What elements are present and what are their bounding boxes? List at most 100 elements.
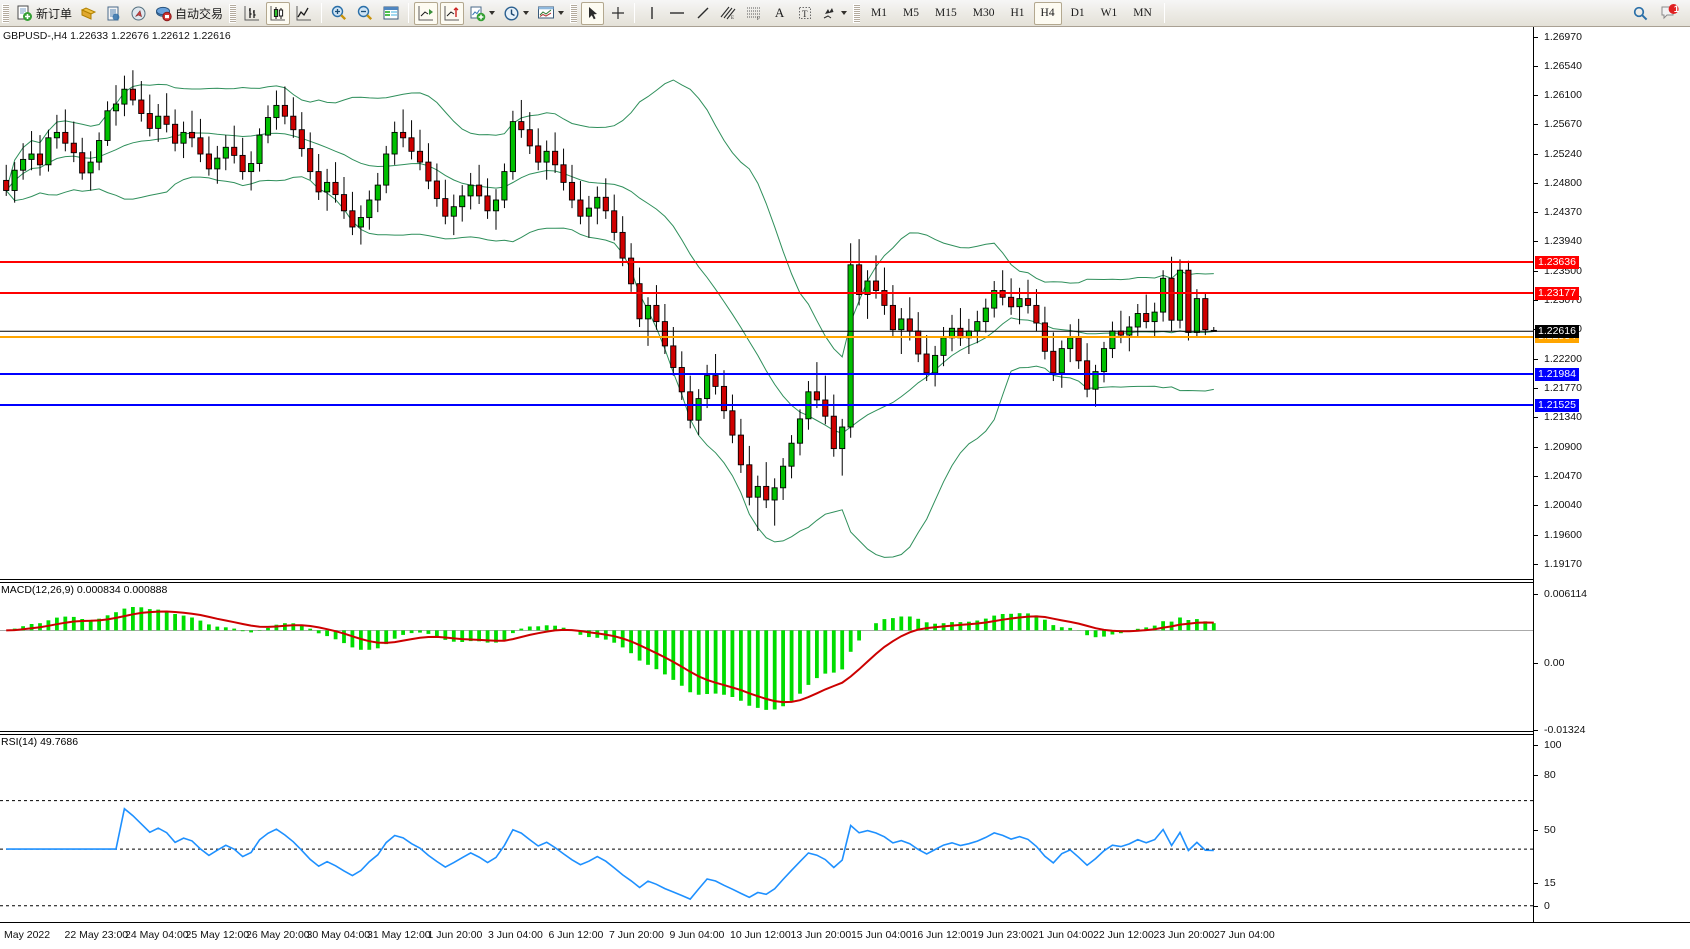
price-tick: 1.26100 [1534,89,1690,102]
level-line-resistance-2[interactable] [0,292,1533,295]
price-chart-svg [0,70,1533,558]
timeframe-m30[interactable]: M30 [972,7,995,19]
horizontal-line-icon [670,12,685,14]
macd-signal-line [6,610,1214,704]
timeframe-h1[interactable]: H1 [1010,7,1025,19]
timeframe-grip[interactable] [853,3,861,23]
level-badge-resistance-1: 1.23636 [1535,255,1579,269]
candle [864,270,871,319]
candle [290,97,297,138]
candle [982,298,989,333]
candle [839,418,846,476]
templates-button[interactable] [534,2,567,25]
market-watch-button[interactable] [77,2,100,25]
candle [813,362,820,409]
timeframe-m15[interactable]: M15 [935,7,957,19]
horizontal-line-button[interactable] [665,2,689,25]
macd-pane[interactable] [0,584,1533,731]
price-pane[interactable] [0,27,1533,579]
level-line-pivot[interactable] [0,335,1533,338]
candlestick-chart-button[interactable] [266,1,291,25]
chart-area[interactable]: GBPUSD-,H4 1.22633 1.22676 1.22612 1.226… [0,27,1690,949]
price-tick: 1.20470 [1534,470,1690,483]
price-axis[interactable]: 1.26970 1.26540 1.26100 1.25670 1.25240 1.248… [1533,27,1690,922]
candle [670,326,677,376]
level-line-support-2[interactable] [0,404,1533,407]
timeframe-m5[interactable]: M5 [903,7,919,19]
bar-chart-button[interactable] [240,2,264,25]
candle [349,191,356,236]
pane-divider-2b [0,734,1690,735]
candle [999,270,1006,306]
candlestick-icon [270,6,286,21]
cursor-button[interactable] [581,1,605,25]
indicator-dropdown-caret[interactable] [489,11,496,15]
period-dropdown-caret[interactable] [523,11,530,15]
data-grid-button[interactable] [379,2,403,25]
text-icon: A [774,5,785,20]
timeframe-mn[interactable]: MN [1133,7,1152,19]
price-tick: 1.24800 [1534,177,1690,190]
chart-symbol-label: GBPUSD-,H4 1.22633 1.22676 1.22612 1.226… [3,30,231,42]
chart-tools-grip[interactable] [229,3,237,23]
candle [416,129,424,171]
candle [45,129,52,172]
svg-text:E: E [731,16,734,21]
templates-dropdown-caret[interactable] [558,11,565,15]
price-tick: 1.26540 [1534,60,1690,73]
shift-chart-button[interactable] [414,1,439,25]
level-line-support-1[interactable] [0,373,1533,375]
timeframe-m1[interactable]: M1 [871,7,888,19]
fibonacci-button[interactable]: F [742,2,766,25]
candle [1084,343,1091,398]
text-button[interactable]: A [768,2,791,25]
candle [763,462,770,509]
time-label: 9 Jun 04:00 [669,929,725,941]
new-order-label: 新订单 [36,6,73,21]
level-line-resistance-1[interactable] [0,261,1533,264]
candle [1024,279,1032,314]
candle [940,326,947,367]
add-indicator-icon [470,6,486,21]
period-button[interactable] [500,2,532,25]
bollinger-band-upper [5,79,1214,358]
equidistant-channel-button[interactable]: E [716,2,740,25]
data-window-button[interactable] [102,2,125,25]
level-badge-resistance-2: 1.23177 [1535,286,1579,300]
candle [526,112,533,155]
add-indicator-button[interactable] [466,2,498,25]
vertical-line-button[interactable] [640,2,663,25]
text-label-button[interactable]: T [793,2,816,25]
time-label: 6 Jun 12:00 [548,929,604,941]
rsi-pane[interactable] [0,736,1533,922]
line-studies-grip[interactable] [570,3,578,23]
candle [611,194,618,241]
candle [501,163,508,209]
time-label: 21 Jun 04:00 [1032,929,1094,941]
new-order-button[interactable]: 新订单 [13,2,75,25]
auto-trading-button[interactable]: 自动交易 [152,2,226,25]
trendline-button[interactable] [691,2,714,25]
indicator-axis-tick: 0 [1534,900,1690,913]
arrows-button[interactable] [818,2,850,25]
candle [138,81,145,122]
navigator-button[interactable] [127,2,150,25]
crosshair-button[interactable] [606,2,629,25]
arrows-dropdown-caret[interactable] [841,11,848,15]
candle [96,132,103,171]
price-tick: 1.23940 [1534,235,1690,248]
line-chart-button[interactable] [292,2,316,25]
notifications-button[interactable]: 1 [1657,2,1682,25]
time-axis[interactable]: May 2022 22 May 23:00 24 May 04:00 25 May 1… [0,922,1690,949]
auto-scroll-button[interactable] [440,1,465,25]
candle [1109,321,1116,359]
search-button[interactable] [1629,2,1652,25]
timeframe-d1[interactable]: D1 [1070,7,1085,19]
toolbar-grip[interactable] [2,3,9,23]
timeframe-h4[interactable]: H4 [1033,1,1062,25]
zoom-in-button[interactable] [327,2,351,25]
candle [720,370,728,419]
zoom-out-button[interactable] [353,2,377,25]
candle [3,164,10,196]
timeframe-w1[interactable]: W1 [1100,7,1118,19]
